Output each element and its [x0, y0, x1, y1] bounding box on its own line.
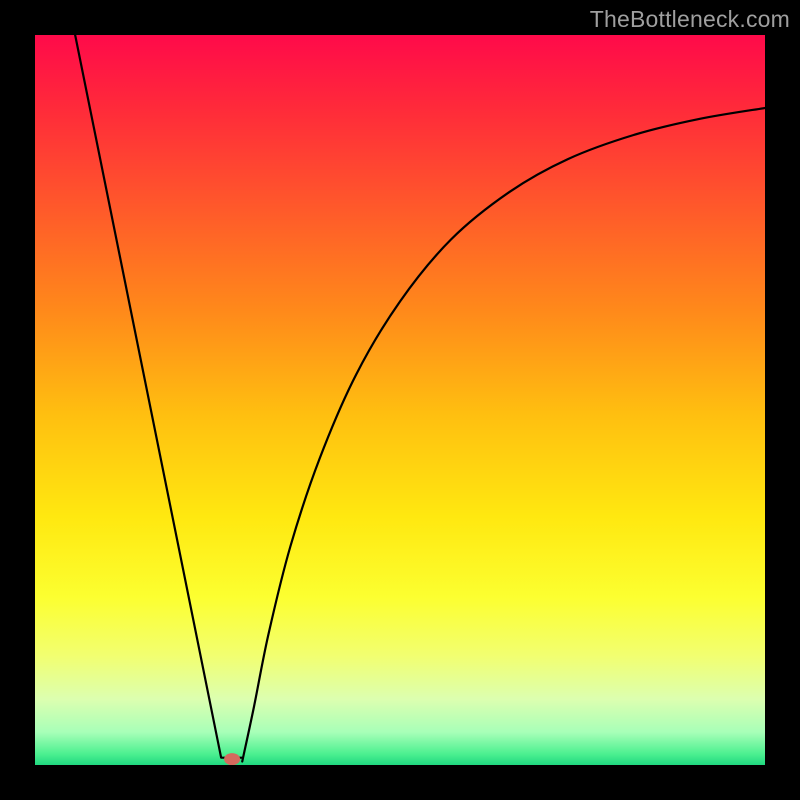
chart-svg [0, 0, 800, 800]
watermark-text: TheBottleneck.com [590, 6, 790, 33]
plot-background [35, 35, 765, 765]
optimum-marker [224, 753, 240, 765]
chart-root: TheBottleneck.com [0, 0, 800, 800]
